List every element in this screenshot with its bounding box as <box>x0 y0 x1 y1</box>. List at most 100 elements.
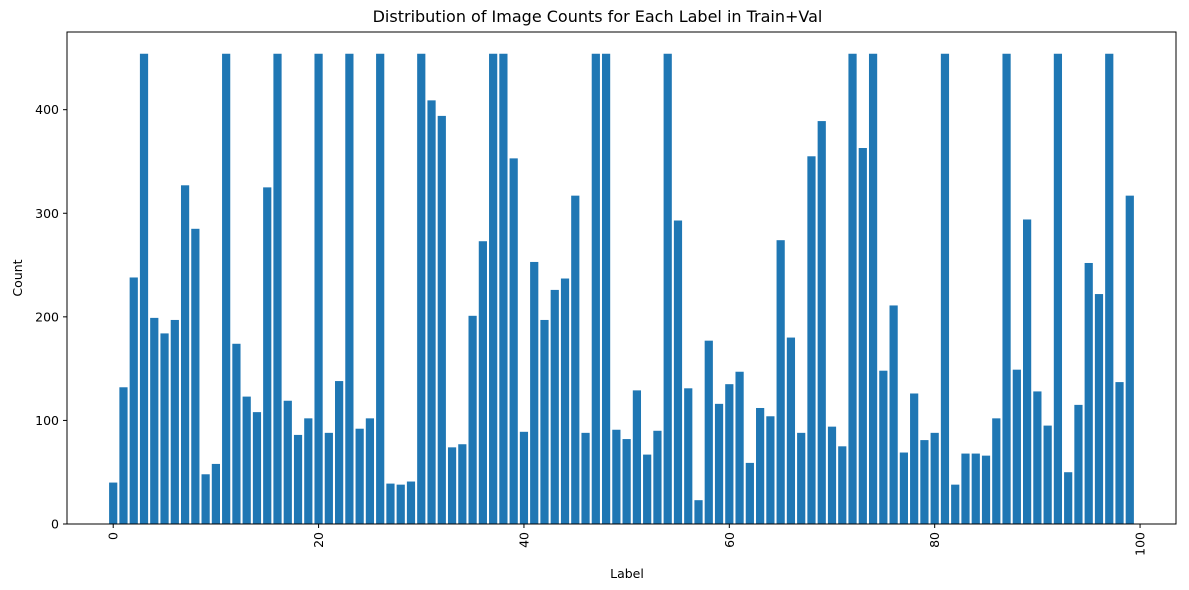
bar-label-91 <box>1043 425 1052 524</box>
bar-label-95 <box>1084 262 1093 524</box>
bar-label-62 <box>745 462 754 524</box>
bar-label-10 <box>211 463 220 524</box>
bar-label-53 <box>653 430 662 524</box>
bar-label-34 <box>458 444 467 524</box>
bar-label-46 <box>581 432 590 524</box>
bar-label-26 <box>376 53 385 524</box>
bar-label-65 <box>776 240 785 524</box>
bar-label-9 <box>201 474 210 524</box>
bar-label-56 <box>684 388 693 524</box>
bar-label-7 <box>180 185 190 525</box>
x-tick-label-100: 100 <box>1133 532 1148 556</box>
bar-label-89 <box>1023 219 1032 525</box>
bar-label-60 <box>725 384 734 524</box>
bar-label-41 <box>530 261 539 524</box>
y-tick-label-100: 100 <box>35 413 59 428</box>
bar-label-18 <box>293 434 303 524</box>
bar-label-93 <box>1064 472 1073 524</box>
bar-label-16 <box>273 53 282 524</box>
bar-label-0 <box>109 482 118 524</box>
x-tick-label-40: 40 <box>516 532 531 548</box>
bar-label-24 <box>355 428 364 524</box>
bar-label-96 <box>1094 294 1104 524</box>
bar-label-61 <box>735 371 744 524</box>
bar-label-67 <box>797 432 806 524</box>
bar-label-51 <box>632 390 642 524</box>
bar-label-36 <box>478 241 487 525</box>
x-ticks-group: 0 20 40 60 80 100 <box>106 524 1148 556</box>
bar-label-17 <box>283 400 292 524</box>
bar-label-71 <box>838 446 847 524</box>
bar-label-98 <box>1115 382 1124 524</box>
bar-label-64 <box>766 416 775 524</box>
x-tick-label-20: 20 <box>311 532 326 548</box>
bar-label-94 <box>1074 404 1083 524</box>
bar-label-6 <box>170 319 179 524</box>
bar-label-68 <box>807 156 816 525</box>
bars-group <box>109 53 1134 525</box>
bar-label-32 <box>437 115 446 525</box>
bar-label-31 <box>427 100 436 525</box>
bar-label-49 <box>612 429 621 524</box>
bar-label-1 <box>119 387 128 524</box>
bar-label-81 <box>940 53 950 524</box>
bar-label-70 <box>827 426 837 524</box>
bar-label-75 <box>879 370 888 524</box>
bar-label-58 <box>704 340 713 524</box>
bar-label-30 <box>417 53 426 524</box>
bar-label-27 <box>386 483 395 524</box>
bar-label-63 <box>756 407 765 524</box>
bar-label-5 <box>160 333 169 524</box>
bar-label-57 <box>694 500 703 524</box>
bar-label-43 <box>550 289 559 524</box>
y-axis-label: Count <box>10 259 25 296</box>
bar-label-23 <box>345 53 354 524</box>
bar-label-12 <box>232 343 241 524</box>
bar-label-90 <box>1033 391 1042 524</box>
x-tick-label-60: 60 <box>722 532 737 548</box>
y-tick-label-300: 300 <box>35 206 59 221</box>
bar-label-52 <box>643 454 652 524</box>
bar-label-48 <box>601 53 611 524</box>
x-axis-label: Label <box>610 566 644 581</box>
bar-label-72 <box>848 53 857 524</box>
bar-label-8 <box>191 228 200 525</box>
bar-label-99 <box>1125 195 1134 524</box>
bar-label-11 <box>222 53 231 524</box>
bar-label-21 <box>324 432 333 524</box>
x-tick-label-0: 0 <box>106 532 121 540</box>
bar-label-77 <box>899 452 908 524</box>
bar-label-29 <box>406 481 416 524</box>
bar-label-25 <box>365 418 375 524</box>
plot-frame <box>66 31 1177 525</box>
bar-label-66 <box>786 337 796 524</box>
y-ticks-group: 0 100 200 300 400 <box>35 102 67 532</box>
bar-label-83 <box>961 453 970 524</box>
bar-label-73 <box>858 148 867 524</box>
bar-label-42 <box>540 319 549 524</box>
bar-label-54 <box>663 53 672 524</box>
bar-label-80 <box>930 432 939 524</box>
bar-label-38 <box>499 53 508 524</box>
bar-label-97 <box>1105 53 1114 524</box>
bar-label-87 <box>1002 53 1011 524</box>
chart-title: Distribution of Image Counts for Each La… <box>373 7 823 26</box>
bar-label-55 <box>673 220 683 524</box>
bar-label-82 <box>951 484 960 524</box>
bar-label-19 <box>304 418 313 524</box>
y-tick-label-0: 0 <box>51 517 59 532</box>
bar-label-14 <box>252 412 262 524</box>
bar-label-13 <box>242 396 251 524</box>
bar-label-28 <box>396 484 405 524</box>
y-tick-label-400: 400 <box>35 102 59 117</box>
bar-label-39 <box>509 158 518 524</box>
bar-label-45 <box>571 195 580 524</box>
bar-label-15 <box>263 187 272 524</box>
bar-label-40 <box>519 431 529 524</box>
bar-label-37 <box>489 53 498 524</box>
bar-label-92 <box>1053 53 1063 524</box>
bar-label-4 <box>150 317 159 524</box>
bar-label-78 <box>910 393 919 524</box>
y-tick-label-200: 200 <box>35 309 59 324</box>
